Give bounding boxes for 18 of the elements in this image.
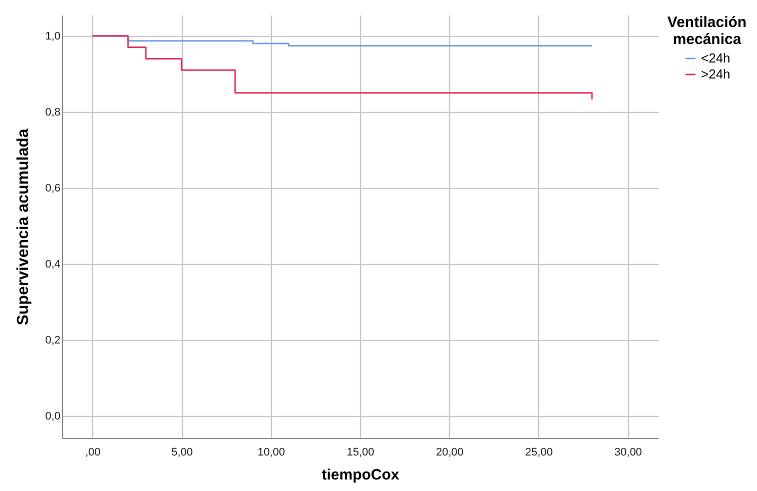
x-tick-label: 25,00	[525, 446, 553, 458]
x-tick-label: 30,00	[614, 446, 642, 458]
y-tick-label: 0,0	[45, 410, 60, 422]
y-tick-label: 0,2	[45, 334, 60, 346]
y-axis-title: Supervivencia acumulada	[15, 128, 32, 326]
x-tick-label: ,00	[85, 446, 100, 458]
x-tick-label: 10,00	[258, 446, 286, 458]
x-axis-title: tiempoCox	[322, 466, 400, 484]
x-tick-label: 15,00	[346, 446, 374, 458]
y-tick-label: 1,0	[45, 30, 60, 42]
x-tick-label: 5,00	[171, 446, 193, 458]
y-tick-label: 0,6	[45, 182, 60, 194]
y-tick-label: 0,4	[45, 258, 60, 270]
x-tick-label: 20,00	[436, 446, 464, 458]
legend-label: <24h	[701, 50, 730, 66]
legend-title: Ventilación mecánica	[667, 14, 747, 48]
y-tick-label: 0,8	[45, 106, 60, 118]
legend-label: >24h	[701, 66, 730, 82]
